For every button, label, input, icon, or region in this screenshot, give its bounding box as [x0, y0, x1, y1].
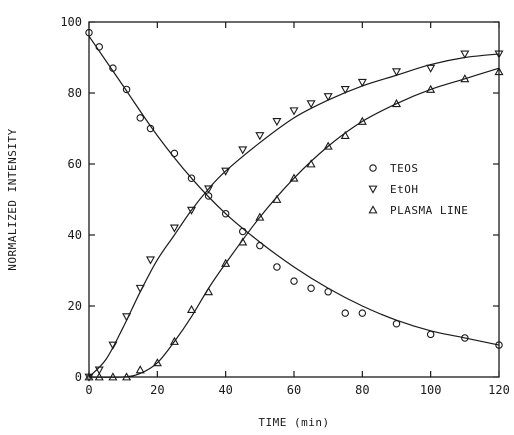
- y-tick-label: 40: [68, 228, 82, 242]
- etoh-legend-marker: [368, 185, 378, 194]
- x-tick-label: 120: [488, 383, 510, 397]
- x-tick-label: 80: [355, 383, 369, 397]
- teos-point: [204, 192, 213, 200]
- plasma-line-point: [306, 159, 316, 168]
- plasma-line-point: [460, 74, 470, 83]
- y-axis-title: NORMALIZED INTENSITY: [6, 128, 19, 270]
- teos-point: [426, 330, 435, 339]
- plasma-line-point: [169, 336, 179, 345]
- teos-point: [95, 43, 104, 51]
- y-axis-ticks: 0 20 40 60 80 100: [60, 15, 499, 384]
- teos-point: [256, 241, 264, 250]
- plasma-line-point: [255, 212, 265, 221]
- etoh-point: [289, 107, 299, 116]
- etoh-point: [221, 167, 231, 176]
- teos-point: [221, 209, 230, 218]
- plasma-line-point: [494, 66, 504, 76]
- teos-point: [307, 284, 315, 292]
- teos-point: [341, 309, 349, 317]
- plasma-line-point: [272, 194, 282, 203]
- etoh-point: [306, 100, 316, 109]
- etoh-point: [391, 68, 402, 77]
- y-tick-label: 0: [75, 370, 82, 384]
- etoh-point: [460, 50, 470, 59]
- teos-point: [109, 64, 117, 72]
- teos-point: [146, 124, 155, 133]
- etoh-point: [94, 366, 104, 375]
- plasma-line-point: [108, 372, 118, 381]
- y-tick-label: 60: [68, 157, 82, 171]
- teos-point: [495, 341, 503, 349]
- teos-point: [136, 114, 145, 122]
- teos-point: [324, 288, 332, 296]
- plasma-line-point: [289, 173, 299, 182]
- teos-point: [392, 319, 401, 328]
- teos-point: [290, 277, 298, 285]
- plasma-line-point: [238, 237, 248, 246]
- etoh-point: [169, 224, 179, 233]
- plasma-line-point: [426, 84, 436, 93]
- etoh-point: [238, 146, 248, 155]
- x-axis-title: TIME (min): [258, 416, 329, 429]
- plasma-line-point: [84, 372, 94, 381]
- teos-legend-marker: [369, 164, 377, 172]
- plasma-line-point: [357, 116, 367, 125]
- etoh-point: [108, 341, 118, 350]
- teos-point: [122, 85, 131, 94]
- y-tick-label: 100: [60, 15, 82, 29]
- etoh-point: [357, 78, 367, 88]
- etoh-point: [122, 313, 132, 322]
- etoh-point: [323, 93, 333, 102]
- plasma-line-point: [323, 141, 333, 150]
- etoh-point: [145, 256, 156, 265]
- teos-point: [273, 263, 281, 271]
- plasma-line-legend-label: PLASMA LINE: [390, 204, 468, 217]
- plasma-line-point: [391, 98, 402, 108]
- teos-legend-label: TEOS: [390, 162, 419, 175]
- teos-point: [461, 334, 469, 342]
- plasma-line-point: [135, 365, 145, 374]
- plasma-line-point: [152, 358, 162, 367]
- teos-point: [187, 174, 196, 182]
- plasma-line-point: [122, 372, 132, 381]
- teos-point: [358, 309, 367, 317]
- plasma-line-point: [340, 130, 350, 140]
- etoh-point: [186, 206, 197, 215]
- teos-point: [85, 28, 93, 37]
- x-tick-label: 40: [218, 383, 232, 397]
- legend: TEOS EtOH PLASMA LINE: [368, 162, 468, 217]
- y-tick-label: 80: [68, 86, 82, 100]
- plasma-line-point: [186, 304, 197, 313]
- etoh-point: [272, 117, 282, 127]
- x-tick-label: 60: [287, 383, 301, 397]
- y-tick-label: 20: [68, 299, 82, 313]
- etoh-point: [204, 185, 214, 194]
- etoh-point: [426, 64, 436, 73]
- x-tick-label: 20: [150, 383, 164, 397]
- etoh-legend-label: EtOH: [390, 183, 419, 196]
- plasma-line-point: [94, 372, 104, 381]
- data-points: [84, 28, 504, 382]
- plasma-line-legend-marker: [368, 205, 378, 214]
- etoh-point: [255, 132, 265, 141]
- etoh-point: [135, 284, 145, 293]
- x-tick-label: 0: [85, 383, 92, 397]
- etoh-fit-line: [88, 53, 500, 378]
- etoh-point: [494, 50, 504, 59]
- plot-frame: [88, 21, 500, 378]
- etoh-point: [340, 86, 350, 95]
- x-tick-label: 100: [420, 383, 442, 397]
- teos-point: [239, 227, 247, 236]
- plasma-line-point: [221, 258, 231, 267]
- plasma-line-point: [204, 287, 214, 296]
- teos-fit-line: [88, 35, 500, 346]
- teos-point: [170, 149, 179, 158]
